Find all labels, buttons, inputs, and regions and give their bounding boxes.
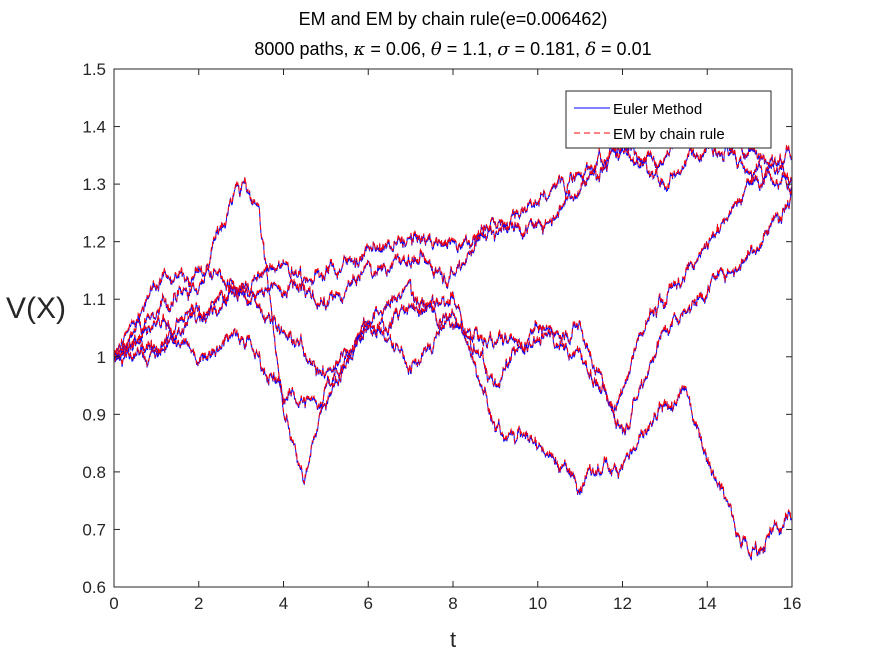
subtitle-kappa-symbol: κ	[353, 39, 366, 60]
legend-label-euler: Euler Method	[613, 101, 702, 118]
series-chain-rule-path-4	[113, 144, 793, 414]
y-tick-label: 1	[97, 348, 106, 367]
y-tick-label: 1.2	[82, 233, 106, 252]
x-tick-label: 2	[194, 594, 203, 613]
subtitle-theta-symbol: θ	[431, 39, 442, 60]
legend-label-chain: EM by chain rule	[613, 126, 725, 143]
x-tick-label: 6	[364, 594, 373, 613]
y-axis-label: V(X)	[6, 292, 66, 325]
subtitle-delta-value: = 0.01	[601, 39, 652, 59]
legend: Euler Method EM by chain rule	[565, 90, 772, 149]
chart-subtitle: 8000 paths, κ = 0.06, θ = 1.1, σ = 0.181…	[254, 39, 651, 60]
x-tick-label: 8	[448, 594, 457, 613]
y-tick-label: 1.4	[82, 118, 106, 137]
legend-box	[565, 90, 772, 149]
subtitle-sigma-value: = 0.181,	[515, 39, 581, 59]
series-chain-rule-path-1	[113, 176, 793, 560]
x-tick-label: 16	[783, 594, 802, 613]
chart-title: EM and EM by chain rule(e=0.006462)	[299, 9, 608, 29]
series-chain-rule-path-2	[113, 104, 793, 361]
subtitle-kappa-value: = 0.06,	[370, 39, 431, 59]
y-tick-label: 0.8	[82, 463, 106, 482]
subtitle-sigma-symbol: σ	[497, 39, 510, 60]
y-tick-label: 1.1	[82, 290, 106, 309]
y-tick-label: 1.5	[82, 60, 106, 79]
y-tick-label: 1.3	[82, 175, 106, 194]
axes-layer: 0 2 4 6 8 10 12 14 16 0.6 0.7 0.8 0.9 1 1.1 1.2 1.3 1.4 1.…	[82, 60, 801, 613]
y-tick-label: 0.9	[82, 405, 106, 424]
x-tick-label: 0	[109, 594, 118, 613]
series-chain-rule-path-5	[113, 183, 793, 435]
x-tick-label: 10	[528, 594, 547, 613]
x-tick-label: 12	[613, 594, 632, 613]
y-tick-label: 0.7	[82, 520, 106, 539]
x-tick-label: 14	[698, 594, 717, 613]
subtitle-prefix: 8000 paths,	[254, 39, 348, 59]
subtitle-delta-symbol: δ	[585, 39, 596, 60]
y-tick-label: 0.6	[82, 578, 106, 597]
series-euler-path-4	[113, 145, 793, 415]
x-axis-label: t	[450, 627, 456, 652]
subtitle-theta-value: = 1.1,	[447, 39, 498, 59]
x-tick-label: 4	[279, 594, 288, 613]
